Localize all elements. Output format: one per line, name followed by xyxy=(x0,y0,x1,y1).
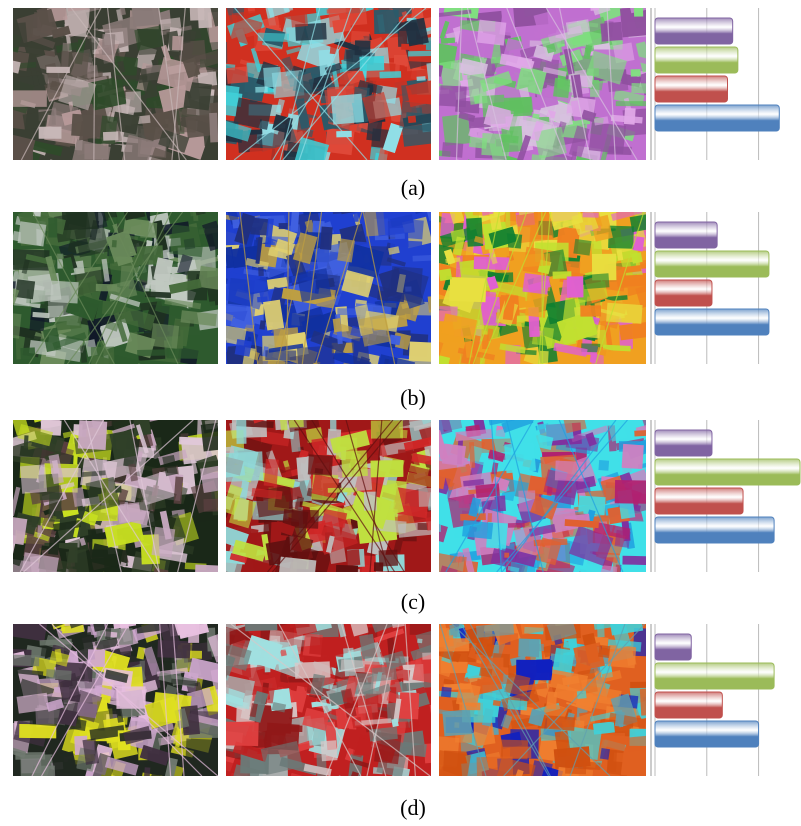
panel-caption: (a) xyxy=(401,175,425,200)
satellite-image xyxy=(411,556,685,826)
bar xyxy=(655,18,733,44)
figure: (a) (b) (c) (d) xyxy=(0,0,801,826)
bar xyxy=(655,634,691,660)
bar xyxy=(655,488,743,514)
satellite-image xyxy=(178,0,477,215)
bar xyxy=(655,721,759,747)
satellite-image xyxy=(418,164,685,417)
bar xyxy=(655,222,717,248)
bar xyxy=(655,309,769,335)
satellite-image xyxy=(0,573,258,826)
bar xyxy=(655,459,800,485)
bar xyxy=(655,105,779,131)
bar xyxy=(655,251,769,277)
satellite-image xyxy=(0,383,253,623)
bar xyxy=(655,280,712,306)
panel-caption: (c) xyxy=(401,589,425,614)
panel-caption: (d) xyxy=(400,795,426,820)
satellite-image xyxy=(0,0,251,209)
bar xyxy=(655,47,738,73)
satellite-image xyxy=(179,587,472,821)
satellite-image xyxy=(193,169,471,396)
satellite-image xyxy=(0,168,247,417)
bar xyxy=(655,692,722,718)
bar xyxy=(655,76,728,102)
bar xyxy=(655,517,774,543)
satellite-image xyxy=(406,374,674,613)
bar xyxy=(655,430,712,456)
satellite-image xyxy=(404,0,675,202)
bar xyxy=(655,663,774,689)
panel-caption: (b) xyxy=(400,385,426,410)
